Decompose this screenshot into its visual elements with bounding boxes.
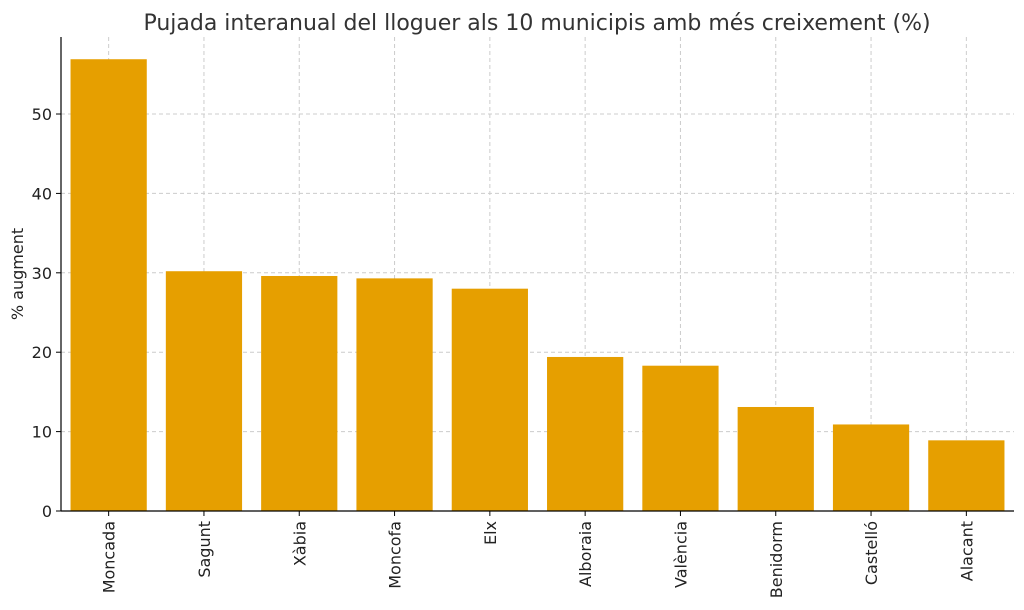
bar-6	[642, 365, 719, 511]
x-tick-label: Benidorm	[767, 521, 786, 598]
x-tick-label: Sagunt	[195, 521, 214, 578]
axes	[56, 37, 1014, 516]
bar-0	[70, 59, 147, 512]
x-tick-label: Moncofa	[386, 521, 405, 589]
x-tick-label: Castelló	[862, 521, 881, 585]
y-axis-label: % augment	[8, 228, 27, 320]
x-tick-label: Xàbia	[290, 521, 309, 566]
y-tick-label: 40	[32, 184, 52, 203]
x-tick-label: Elx	[481, 521, 500, 545]
bar-4	[451, 288, 528, 511]
tick-labels: 0 10 20 30 40 50 Moncada Sagunt Xàbia Moncofa Elx A…	[32, 105, 977, 598]
bar-2	[261, 275, 338, 511]
x-tick-label: València	[671, 521, 690, 588]
x-tick-label: Alboraia	[576, 521, 595, 587]
y-tick-label: 0	[42, 502, 52, 521]
bars	[70, 59, 1005, 512]
y-tick-label: 10	[32, 423, 52, 442]
y-tick-label: 50	[32, 105, 52, 124]
bar-1	[165, 271, 243, 511]
bar-7	[737, 406, 814, 511]
x-tick-label: Moncada	[100, 521, 119, 593]
bar-8	[832, 424, 910, 511]
bar-9	[928, 440, 1005, 511]
bar-3	[356, 278, 433, 511]
bar-5	[547, 356, 624, 511]
y-tick-label: 30	[32, 264, 52, 283]
chart-title: Pujada interanual del lloguer als 10 mun…	[143, 11, 930, 36]
x-tick-label: Alacant	[957, 521, 976, 581]
y-tick-label: 20	[32, 343, 52, 362]
